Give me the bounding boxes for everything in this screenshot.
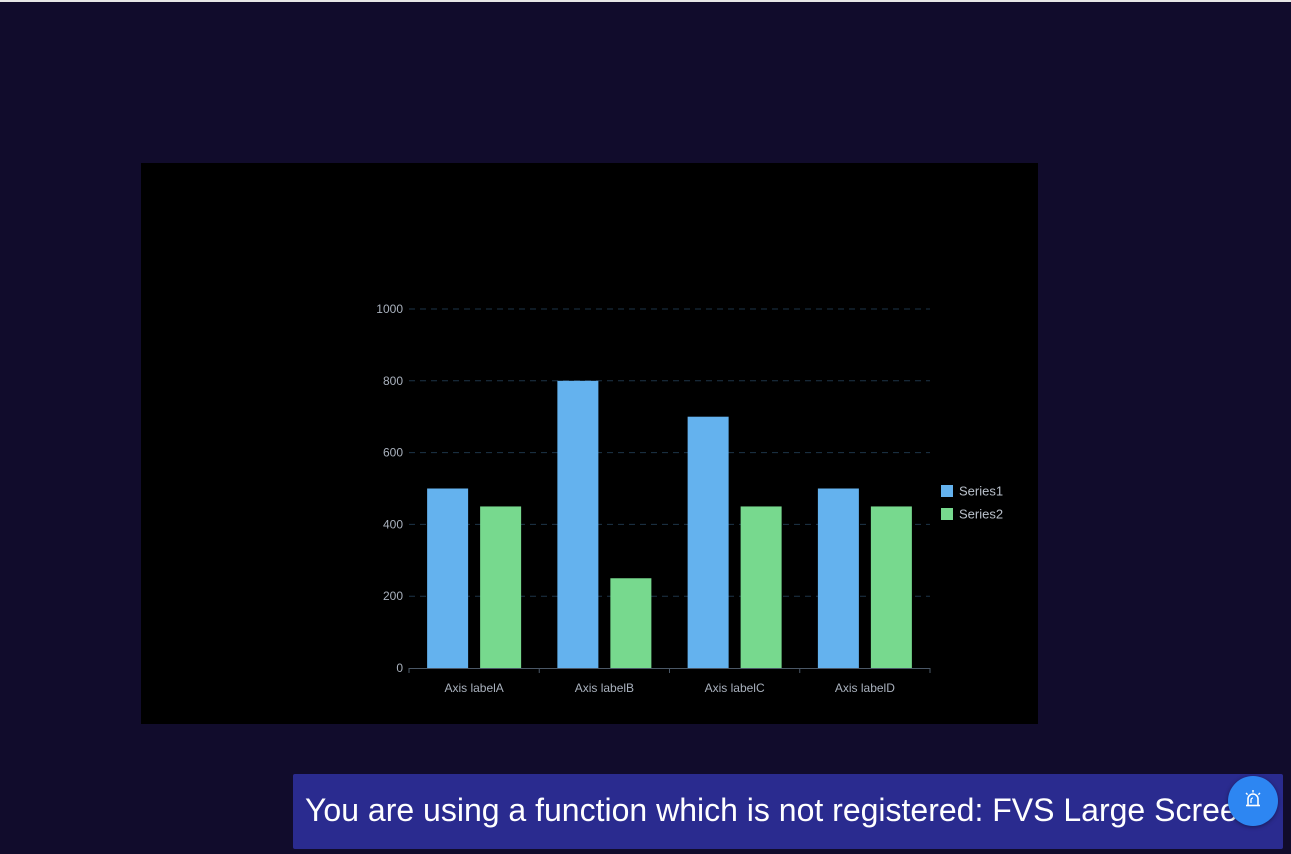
x-tick-label: Axis labelD xyxy=(835,681,895,695)
legend[interactable]: Series1 Series2 xyxy=(941,484,1003,522)
top-strip xyxy=(0,0,1291,2)
x-tick-label: Axis labelB xyxy=(575,681,634,695)
y-tick-label: 800 xyxy=(383,374,403,388)
bar-chart: 0 200 400 600 800 1000 Axis labelA Axis labelB… xyxy=(376,302,1003,695)
y-axis-ticks: 0 200 400 600 800 1000 xyxy=(376,302,403,675)
bar-series1 xyxy=(687,416,729,668)
chart-panel: 0 200 400 600 800 1000 Axis labelA Axis labelB… xyxy=(141,163,1038,724)
bar-series2 xyxy=(480,506,522,668)
siren-alarm-icon xyxy=(1242,788,1264,815)
bar-series1 xyxy=(427,488,469,668)
bar-series1 xyxy=(557,380,599,668)
legend-label: Series2 xyxy=(959,507,1003,522)
notice-text: You are using a function which is not re… xyxy=(305,792,1256,828)
legend-swatch-series2 xyxy=(941,508,953,520)
x-axis-ticks: Axis labelA Axis labelB Axis labelC Axis la… xyxy=(444,681,895,695)
x-tick-label: Axis labelA xyxy=(444,681,503,695)
y-tick-label: 1000 xyxy=(376,302,403,316)
bar-series2 xyxy=(610,578,652,668)
alert-button[interactable] xyxy=(1228,776,1278,826)
bar-series1 xyxy=(817,488,859,668)
bar-series2 xyxy=(870,506,912,668)
x-tick-label: Axis labelC xyxy=(705,681,765,695)
bars xyxy=(427,380,912,668)
bar-series2 xyxy=(740,506,782,668)
legend-label: Series1 xyxy=(959,484,1003,499)
legend-swatch-series1 xyxy=(941,485,953,497)
y-tick-label: 400 xyxy=(383,517,403,531)
y-tick-label: 0 xyxy=(396,661,403,675)
y-tick-label: 600 xyxy=(383,446,403,460)
x-axis xyxy=(408,668,931,673)
unregistered-function-notice: You are using a function which is not re… xyxy=(293,774,1283,849)
y-tick-label: 200 xyxy=(383,589,403,603)
